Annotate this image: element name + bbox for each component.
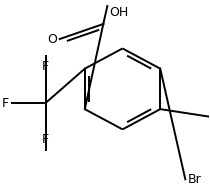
Text: F: F [42,60,49,73]
Text: F: F [42,133,49,146]
Text: F: F [2,96,9,109]
Text: Br: Br [187,173,201,186]
Text: O: O [47,32,57,45]
Text: OH: OH [109,6,129,19]
